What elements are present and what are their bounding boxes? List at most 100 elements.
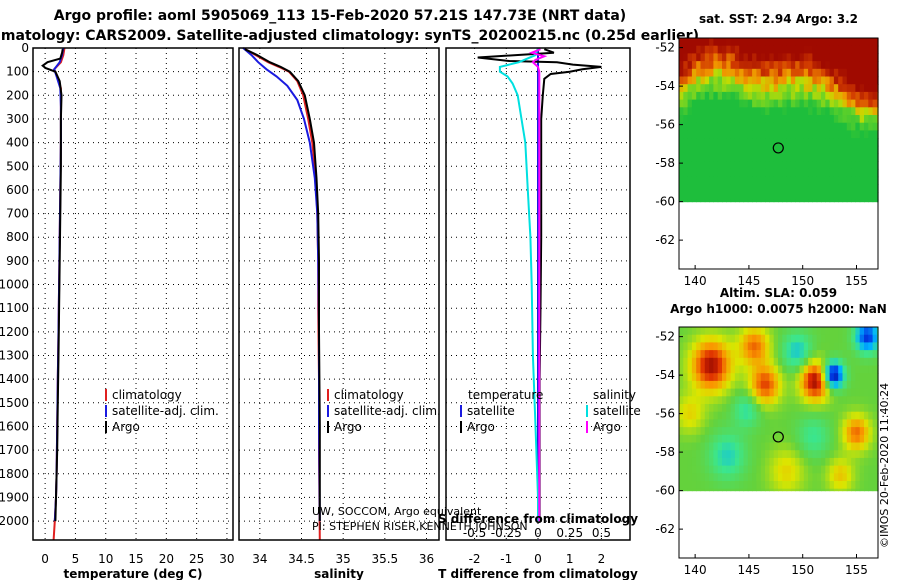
heatmap-cell — [687, 404, 693, 413]
heatmap-cell — [769, 176, 775, 185]
heatmap-cell — [679, 68, 684, 78]
heatmap-cell — [846, 481, 852, 490]
heatmap-cell — [769, 184, 775, 193]
heatmap-cell — [773, 184, 779, 193]
heatmap-cell — [808, 434, 813, 444]
heatmap-cell — [864, 411, 869, 420]
heatmap-cell — [838, 176, 844, 185]
heatmap-cell — [821, 145, 826, 155]
heatmap-cell — [782, 199, 788, 203]
heatmap-cell — [825, 176, 831, 185]
heatmap-cell — [769, 327, 775, 336]
heatmap-cell — [726, 481, 732, 490]
heatmap-cell — [812, 138, 818, 147]
heatmap-cell — [825, 327, 831, 336]
heatmap-cell — [726, 199, 732, 203]
heatmap-cell — [773, 38, 779, 47]
heatmap-cell — [829, 419, 835, 428]
heatmap-cell — [803, 199, 809, 203]
heatmap-cell — [816, 84, 822, 93]
heatmap-cell — [808, 107, 813, 116]
heatmap-cell — [842, 365, 848, 374]
heatmap-cell — [851, 45, 856, 54]
heatmap-cell — [859, 130, 865, 139]
heatmap-cell — [833, 68, 839, 78]
heatmap-cell — [756, 53, 762, 62]
x-axis-label: salinity — [314, 567, 364, 580]
heatmap-cell — [825, 365, 831, 374]
series-line-climatology — [242, 47, 321, 541]
heatmap-cell — [790, 342, 796, 351]
heatmap-cell — [838, 38, 844, 47]
series-line-s-satellite — [498, 47, 539, 522]
heatmap-cell — [726, 380, 732, 390]
heatmap-cell — [700, 465, 706, 474]
heatmap-cell — [739, 130, 745, 139]
heatmap-cell — [816, 176, 822, 185]
heatmap-cell — [700, 327, 706, 336]
heatmap-cell — [838, 380, 844, 390]
heatmap-cell — [855, 465, 861, 474]
heatmap-cell — [691, 168, 697, 178]
heatmap-cell — [825, 388, 831, 397]
heatmap-cell — [696, 199, 702, 203]
heatmap-cell — [700, 419, 706, 428]
heatmap-cell — [795, 488, 801, 492]
heatmap-cell — [816, 457, 822, 467]
heatmap-cell — [696, 91, 702, 101]
heatmap-cell — [786, 442, 792, 451]
heatmap-cell — [808, 168, 813, 178]
heatmap-cell — [782, 91, 788, 101]
heatmap-cell — [704, 138, 710, 147]
heatmap-cell — [739, 168, 745, 178]
heatmap-cell — [855, 373, 861, 382]
heatmap-cell — [709, 76, 714, 85]
heatmap-cell — [765, 457, 770, 467]
heatmap-cell — [799, 411, 805, 420]
heatmap-cell — [769, 373, 775, 382]
heatmap-cell — [799, 45, 805, 54]
heatmap-cell — [846, 380, 852, 390]
heatmap-cell — [679, 115, 684, 124]
heatmap-cell — [773, 76, 779, 85]
heatmap-cell — [795, 130, 801, 139]
heatmap-cell — [864, 365, 869, 374]
heatmap-cell — [679, 161, 684, 170]
heatmap-cell — [808, 427, 813, 436]
heatmap-cell — [739, 45, 745, 54]
heatmap-cell — [846, 76, 852, 85]
heatmap-cell — [760, 91, 766, 101]
heatmap-cell — [747, 38, 753, 47]
heatmap-cell — [808, 404, 813, 413]
heatmap-cell — [709, 342, 714, 351]
heatmap-cell — [679, 342, 684, 351]
heatmap-cell — [700, 130, 706, 139]
heatmap-cell — [696, 99, 702, 108]
heatmap-cell — [778, 473, 783, 482]
heatmap-cell — [726, 357, 732, 367]
heatmap-cell — [773, 473, 779, 482]
heatmap-cell — [838, 184, 844, 193]
heatmap-cell — [872, 357, 878, 367]
heatmap-cell — [825, 38, 831, 47]
heatmap-cell — [730, 68, 736, 78]
heatmap-cell — [782, 357, 788, 367]
heatmap-cell — [700, 168, 706, 178]
heatmap-cell — [859, 153, 865, 162]
heatmap-cell — [778, 184, 783, 193]
heatmap-cell — [773, 380, 779, 390]
heatmap-cell — [868, 199, 874, 203]
heatmap-cell — [696, 350, 702, 359]
heatmap-cell — [808, 365, 813, 374]
heatmap-cell — [743, 91, 749, 101]
heatmap-cell — [730, 350, 736, 359]
heatmap-cell — [868, 91, 874, 101]
heatmap-cell — [842, 68, 848, 78]
heatmap-cell — [872, 153, 878, 162]
heatmap-cell — [855, 53, 861, 62]
heatmap-cell — [795, 327, 801, 336]
heatmap-cell — [864, 457, 869, 467]
heatmap-cell — [756, 145, 762, 155]
heatmap-cell — [760, 122, 766, 131]
heatmap-cell — [683, 91, 689, 101]
